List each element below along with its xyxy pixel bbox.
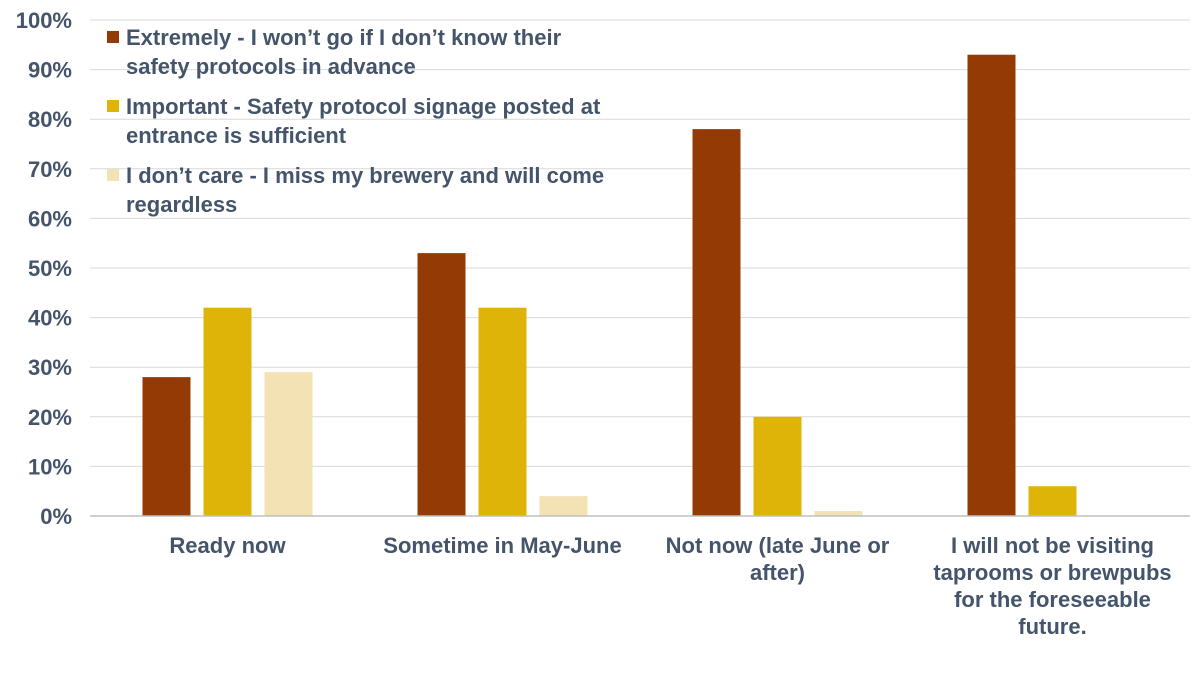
legend-entry: I don’t care - I miss my brewery and wil…: [107, 163, 604, 217]
legend-label: Extremely - I won’t go if I don’t know t…: [126, 25, 562, 79]
legend-swatch: [107, 169, 119, 181]
y-tick-label: 10%: [28, 454, 72, 479]
legend-swatch: [107, 31, 119, 43]
legend-entry: Important - Safety protocol signage post…: [107, 94, 601, 148]
y-tick-label: 100%: [16, 8, 72, 33]
legend: Extremely - I won’t go if I don’t know t…: [107, 25, 604, 217]
y-tick-label: 0%: [40, 504, 72, 529]
legend-label: Important - Safety protocol signage post…: [126, 94, 601, 148]
legend-label: I don’t care - I miss my brewery and wil…: [126, 163, 604, 217]
y-tick-label: 50%: [28, 256, 72, 281]
x-axis-labels: Ready now Sometime in May-June Not now (la…: [169, 533, 1171, 639]
bar: [692, 129, 741, 516]
x-category-label: Sometime in May-June: [383, 533, 621, 558]
gridlines: [90, 19, 1190, 467]
y-axis-ticks: 0% 10% 20% 30% 40% 50% 60% 70% 80% 90% 100%: [16, 8, 72, 529]
y-tick-label: 30%: [28, 355, 72, 380]
y-tick-label: 80%: [28, 107, 72, 132]
bar: [814, 511, 863, 516]
bar: [417, 253, 466, 516]
bar: [478, 307, 527, 516]
bar: [264, 372, 313, 516]
y-tick-label: 90%: [28, 58, 72, 83]
bar: [142, 377, 191, 516]
y-tick-label: 60%: [28, 206, 72, 231]
y-tick-label: 70%: [28, 157, 72, 182]
y-tick-label: 40%: [28, 306, 72, 331]
bar: [753, 416, 802, 516]
bar: [1028, 486, 1077, 516]
x-category-label: Not now (late June or after): [666, 533, 890, 585]
x-category-label: Ready now: [169, 533, 286, 558]
x-category-label: I will not be visiting taprooms or brewpu…: [933, 533, 1171, 639]
bar: [967, 54, 1016, 516]
y-tick-label: 20%: [28, 405, 72, 430]
bar: [539, 496, 588, 516]
bars: [142, 54, 1077, 516]
bar: [203, 307, 252, 516]
legend-entry: Extremely - I won’t go if I don’t know t…: [107, 25, 562, 79]
legend-swatch: [107, 100, 119, 112]
